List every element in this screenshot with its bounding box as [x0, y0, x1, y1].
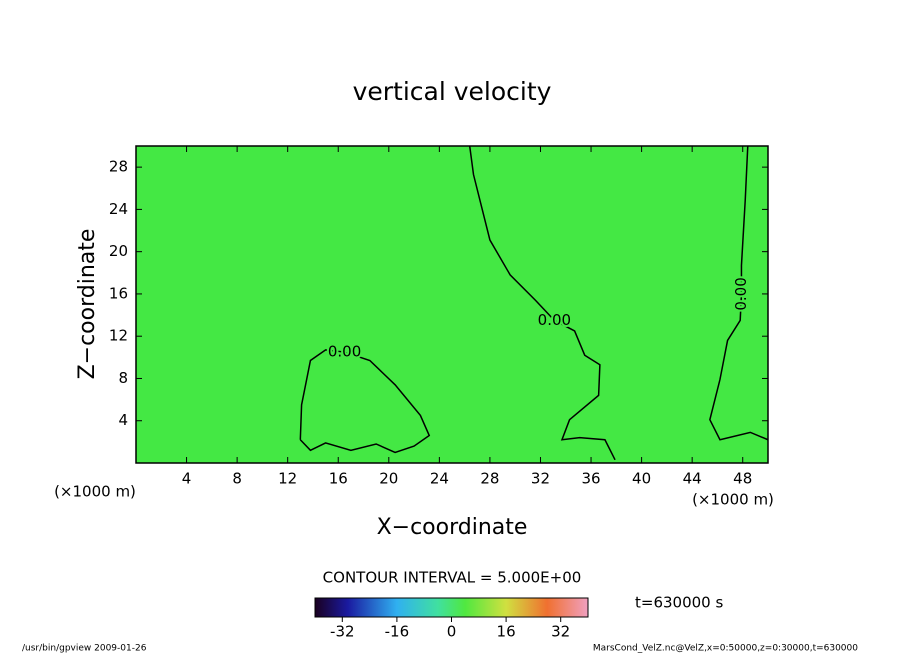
colorbar-tick-label: -16: [385, 623, 410, 641]
y-tick-label: 8: [118, 369, 128, 387]
chart-title: vertical velocity: [353, 77, 552, 106]
x-tick-label: 40: [632, 470, 651, 488]
contour-line: [468, 145, 616, 461]
footer-right: MarsCond_VelZ.nc@VelZ,x=0:50000,z=0:3000…: [593, 644, 858, 654]
contour-line: [709, 145, 769, 441]
y-tick-label: 12: [109, 327, 128, 345]
y-tick-label: 4: [118, 411, 128, 429]
x-tick-label: 44: [683, 470, 702, 488]
x-tick-label: 36: [581, 470, 600, 488]
plot-frame: [135, 145, 769, 464]
plot-area: [136, 146, 768, 463]
y-unit: (×1000 m): [54, 483, 136, 501]
x-tick-label: 24: [430, 470, 449, 488]
y-tick-label: 28: [109, 158, 128, 176]
y-tick-label: 20: [109, 242, 128, 260]
colorbar-tick-label: 16: [497, 623, 516, 641]
contour-interval: CONTOUR INTERVAL = 5.000E+00: [323, 569, 582, 587]
x-axis-label: X−coordinate: [377, 515, 528, 540]
contour-label: 0.00: [328, 343, 361, 361]
contour-line: [299, 349, 431, 454]
colorbar-tick-label: 32: [551, 623, 570, 641]
x-tick-label: 20: [379, 470, 398, 488]
contour-label: 0.00: [732, 277, 750, 310]
y-tick-label: 16: [109, 284, 128, 302]
y-axis-label: Z−coordinate: [75, 229, 100, 380]
x-tick-label: 28: [480, 470, 499, 488]
colorbar: [314, 597, 589, 618]
x-tick-label: 8: [232, 470, 242, 488]
contour-label: 0.00: [538, 311, 571, 329]
x-tick-label: 32: [531, 470, 550, 488]
x-unit: (×1000 m): [692, 491, 774, 509]
x-tick-label: 4: [182, 470, 192, 488]
colorbar-tick-label: -32: [330, 623, 355, 641]
x-tick-label: 16: [329, 470, 348, 488]
time-label: t=630000 s: [635, 594, 723, 612]
x-tick-label: 48: [733, 470, 752, 488]
x-tick-label: 12: [278, 470, 297, 488]
colorbar-tick-label: 0: [447, 623, 457, 641]
footer-left: /usr/bin/gpview 2009-01-26: [22, 644, 147, 654]
y-tick-label: 24: [109, 200, 128, 218]
